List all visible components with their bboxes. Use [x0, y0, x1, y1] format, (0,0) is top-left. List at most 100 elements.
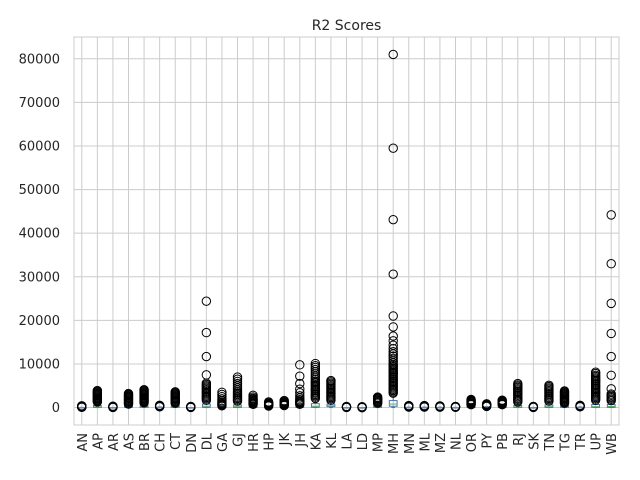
- flier-point: [139, 384, 149, 395]
- x-tick-label: JH: [294, 433, 309, 448]
- flier-point: [606, 389, 616, 399]
- flier-point: [388, 331, 398, 341]
- y-tick-label: 80000: [19, 52, 60, 67]
- y-tick-label: 20000: [19, 314, 60, 329]
- flier-point: [606, 210, 616, 220]
- box-iqr: [513, 404, 523, 408]
- flier-point: [388, 311, 398, 321]
- y-tick-label: 0: [52, 401, 60, 416]
- x-tick-label: GJ: [232, 433, 247, 447]
- flier-point: [232, 374, 243, 384]
- flier-point: [232, 376, 243, 387]
- x-tick-label: TR: [574, 433, 589, 451]
- flier-point: [497, 395, 507, 405]
- x-tick-label: KA: [309, 433, 324, 450]
- x-tick-label: AN: [76, 433, 91, 452]
- flier-point: [419, 400, 430, 411]
- flier-point: [263, 397, 274, 407]
- x-tick-label: HP: [263, 433, 278, 451]
- flier-point: [388, 214, 398, 225]
- x-tick-label: LA: [341, 433, 356, 450]
- x-tick-label: DN: [185, 433, 200, 453]
- box-iqr: [388, 400, 398, 407]
- flier-point: [92, 385, 103, 396]
- flier-point: [544, 380, 554, 391]
- flier-point: [372, 392, 383, 402]
- flier-point: [513, 378, 523, 389]
- flier-point: [295, 371, 305, 381]
- flier-point: [201, 351, 212, 362]
- x-tick-label: MZ: [434, 433, 449, 453]
- flier-point: [77, 401, 87, 411]
- flier-point: [201, 327, 212, 338]
- flier-point: [108, 401, 118, 411]
- x-tick-label: UP: [590, 433, 605, 451]
- flier-point: [606, 351, 616, 362]
- x-tick-label: BR: [138, 433, 153, 451]
- flier-point: [388, 340, 398, 350]
- box-iqr: [310, 403, 320, 408]
- flier-point: [295, 391, 305, 401]
- x-tick-label: ML: [418, 432, 433, 451]
- x-tick-label: JK: [278, 433, 293, 447]
- flier-point: [388, 347, 398, 357]
- y-tick-label: 50000: [19, 183, 60, 198]
- flier-point: [606, 384, 616, 394]
- flier-point: [217, 391, 227, 402]
- x-tick-label: NL: [450, 432, 465, 450]
- flier-point: [295, 378, 305, 389]
- flier-point: [295, 360, 305, 370]
- flier-point: [232, 372, 243, 382]
- flier-point: [435, 401, 445, 411]
- x-tick-label: MN: [403, 433, 418, 454]
- flier-point: [201, 296, 212, 306]
- y-tick-label: 40000: [19, 227, 60, 242]
- x-tick-label: CT: [169, 433, 184, 450]
- x-axis-ticks: AN AP AR AS BR CH CT DN DL GA GJ HR HP JK JH KA KL LA LD MP…: [76, 432, 620, 455]
- flier-point: [388, 351, 398, 361]
- flier-point: [170, 387, 180, 397]
- x-tick-label: WB: [605, 433, 620, 455]
- flier-point: [123, 388, 134, 399]
- y-tick-label: 30000: [19, 270, 60, 285]
- x-tick-label: SK: [527, 433, 542, 450]
- x-tick-label: GA: [216, 433, 231, 452]
- flier-point: [606, 328, 616, 339]
- x-tick-label: AR: [107, 433, 122, 451]
- flier-point: [186, 401, 196, 412]
- flier-point: [388, 269, 398, 279]
- flier-point: [357, 401, 367, 412]
- flier-point: [559, 386, 570, 396]
- flier-point: [217, 387, 227, 398]
- x-tick-label: PB: [496, 433, 511, 450]
- flier-point: [606, 258, 616, 269]
- chart-title: R2 Scores: [312, 18, 382, 34]
- flier-point: [295, 384, 305, 394]
- x-tick-label: AP: [91, 433, 106, 450]
- flier-point: [606, 298, 616, 309]
- flier-point: [310, 358, 321, 369]
- flier-point: [590, 367, 601, 377]
- box-marks: [77, 49, 616, 413]
- flier-point: [388, 336, 398, 346]
- flier-point: [575, 400, 585, 411]
- flier-point: [450, 401, 461, 412]
- y-tick-label: 10000: [19, 357, 60, 372]
- flier-point: [217, 394, 227, 404]
- x-tick-label: HR: [247, 433, 262, 452]
- x-tick-label: TN: [543, 433, 558, 452]
- flier-point: [310, 364, 321, 375]
- x-tick-label: OR: [465, 433, 480, 452]
- flier-point: [388, 143, 398, 153]
- flier-point: [326, 375, 336, 386]
- flier-point: [201, 370, 212, 380]
- flier-point: [388, 49, 398, 60]
- flier-point: [248, 390, 258, 401]
- x-tick-label: LD: [356, 433, 371, 450]
- flier-point: [466, 394, 476, 405]
- x-tick-label: DL: [200, 432, 215, 450]
- x-tick-label: KL: [325, 432, 340, 449]
- flier-point: [279, 395, 289, 406]
- x-tick-label: AS: [123, 433, 138, 450]
